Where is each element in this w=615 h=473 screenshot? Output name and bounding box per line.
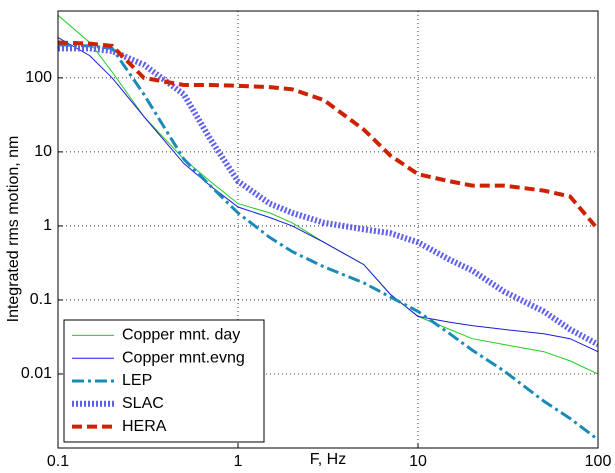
y-tick-label: 0.01: [21, 365, 52, 382]
x-tick-label: 1: [234, 453, 243, 468]
legend-label: HERA: [122, 418, 167, 435]
plot-frame: [57, 10, 599, 449]
series-line: [58, 40, 598, 231]
y-tick-label: 0.1: [30, 291, 52, 308]
x-tick-label: 100: [585, 453, 612, 468]
x-tick-label: 0.1: [47, 453, 69, 468]
y-tick-label: 100: [25, 69, 52, 86]
x-axis-label: F, Hz: [310, 451, 346, 468]
legend-label: LEP: [122, 372, 152, 389]
legend-label: Copper mnt. day: [122, 327, 240, 344]
y-tick-label: 1: [43, 217, 52, 234]
series-line: [58, 43, 598, 441]
series-line: [58, 37, 598, 353]
legend-label: Copper mnt.evng: [122, 349, 245, 366]
x-tick-label: 10: [409, 453, 427, 468]
y-tick-label: 10: [34, 143, 52, 160]
legend-label: SLAC: [122, 395, 164, 412]
series-line: [58, 45, 598, 348]
y-axis-label: Integrated rms motion, nm: [5, 136, 22, 323]
